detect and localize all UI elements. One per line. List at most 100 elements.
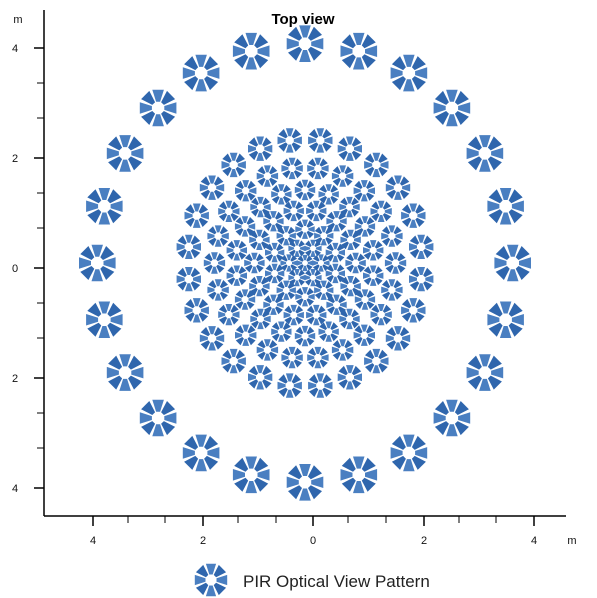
zone-segment bbox=[508, 322, 523, 337]
zone-segment bbox=[291, 374, 301, 384]
zone-segment bbox=[216, 183, 225, 192]
zone-segment bbox=[195, 434, 207, 447]
zone-segment bbox=[337, 144, 346, 153]
zone-segment bbox=[248, 296, 256, 303]
zone-segment bbox=[200, 211, 209, 220]
zone-segment bbox=[458, 102, 471, 114]
zone-segment bbox=[229, 348, 238, 357]
zone-segment bbox=[507, 244, 519, 257]
zone-segment bbox=[256, 289, 263, 297]
zone-segment bbox=[466, 147, 479, 160]
zone-segment bbox=[324, 136, 333, 145]
zone-segment bbox=[454, 111, 469, 125]
zone-segment bbox=[378, 153, 388, 163]
zone-segment bbox=[352, 241, 360, 250]
zone-segment bbox=[386, 340, 396, 350]
zone-segment bbox=[290, 264, 298, 271]
zone-segment bbox=[341, 230, 349, 239]
zone-segment bbox=[244, 259, 251, 267]
zone-segment bbox=[207, 232, 215, 240]
zone-segment bbox=[288, 245, 295, 252]
zone-segment bbox=[232, 311, 240, 318]
zone-segment bbox=[319, 158, 328, 167]
zone-segment bbox=[494, 257, 507, 269]
detection-zone bbox=[295, 287, 315, 307]
zone-segment bbox=[314, 346, 322, 354]
zone-segment bbox=[256, 243, 263, 250]
zone-segment bbox=[283, 226, 290, 233]
zone-segment bbox=[351, 137, 362, 147]
zone-segment bbox=[325, 197, 332, 205]
detection-zone bbox=[244, 252, 265, 274]
zone-segment bbox=[454, 90, 469, 105]
zone-segment bbox=[340, 469, 353, 481]
zone-segment bbox=[200, 306, 209, 315]
zone-segment bbox=[313, 318, 320, 326]
zone-segment bbox=[310, 269, 316, 275]
zone-segment bbox=[238, 252, 247, 260]
zone-segment bbox=[352, 276, 360, 285]
zone-segment bbox=[467, 156, 482, 171]
zone-segment bbox=[281, 264, 288, 271]
zone-segment bbox=[277, 136, 286, 145]
zone-segment bbox=[400, 327, 410, 337]
zone-segment bbox=[353, 57, 365, 70]
zone-segment bbox=[263, 218, 270, 225]
zone-segment bbox=[287, 281, 296, 289]
zone-segment bbox=[195, 582, 209, 596]
zone-segment bbox=[269, 340, 278, 349]
detection-zone bbox=[325, 242, 345, 263]
zone-segment bbox=[235, 192, 244, 201]
detection-zone bbox=[294, 325, 316, 347]
zone-segment bbox=[338, 379, 348, 389]
zone-segment bbox=[218, 213, 228, 222]
zone-segment bbox=[265, 270, 272, 277]
zone-segment bbox=[131, 366, 144, 379]
zone-segment bbox=[314, 281, 323, 289]
detection-zone bbox=[235, 324, 257, 346]
detection-zone bbox=[218, 200, 240, 222]
zone-segment bbox=[281, 255, 288, 262]
zone-segment bbox=[314, 361, 322, 369]
zone-segment bbox=[417, 267, 425, 275]
zone-segment bbox=[409, 281, 420, 291]
zone-segment bbox=[515, 266, 530, 280]
zone-segment bbox=[377, 304, 385, 311]
detection-zone bbox=[281, 346, 303, 369]
zone-segment bbox=[370, 265, 377, 273]
zone-segment bbox=[361, 289, 369, 297]
zone-segment bbox=[270, 308, 277, 315]
zone-segment bbox=[487, 136, 502, 151]
zone-segment bbox=[417, 283, 425, 292]
zone-segment bbox=[276, 232, 283, 239]
zone-segment bbox=[351, 365, 362, 376]
detection-zone bbox=[232, 32, 270, 70]
zone-segment bbox=[301, 325, 309, 333]
zone-segment bbox=[194, 574, 206, 586]
zone-segment bbox=[326, 243, 334, 251]
zone-segment bbox=[344, 166, 353, 175]
zone-segment bbox=[290, 255, 298, 262]
zone-segment bbox=[235, 363, 245, 373]
zone-segment bbox=[377, 215, 385, 222]
zone-segment bbox=[479, 378, 491, 391]
zone-segment bbox=[340, 236, 348, 243]
axes: m m 4 2 0 2 4 4 2 0 2 4 bbox=[12, 10, 577, 547]
zone-segment bbox=[341, 477, 356, 492]
zone-segment bbox=[192, 203, 201, 212]
zone-segment bbox=[141, 401, 156, 415]
zone-segment bbox=[294, 280, 300, 287]
zone-segment bbox=[207, 447, 220, 459]
zone-segment bbox=[257, 308, 264, 316]
zone-segment bbox=[385, 264, 394, 273]
zone-segment bbox=[241, 303, 249, 310]
zone-segment bbox=[271, 333, 280, 342]
zone-segment bbox=[446, 89, 458, 102]
zone-segment bbox=[397, 253, 406, 262]
x-ticks bbox=[92, 516, 535, 526]
zone-segment bbox=[184, 455, 199, 470]
zone-segment bbox=[265, 254, 273, 262]
zone-segment bbox=[308, 186, 316, 194]
zone-segment bbox=[366, 180, 375, 189]
zone-segment bbox=[345, 259, 353, 267]
